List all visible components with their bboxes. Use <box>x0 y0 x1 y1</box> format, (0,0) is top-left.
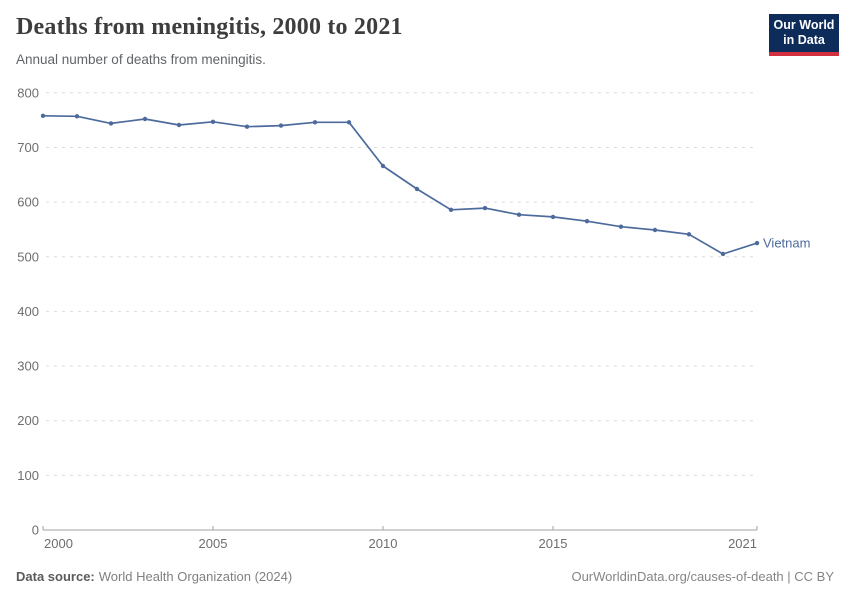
data-point <box>312 120 318 125</box>
data-point <box>754 240 760 246</box>
series-line <box>42 114 758 255</box>
chart-subtitle: Annual number of deaths from meningitis. <box>16 52 266 67</box>
data-point <box>720 251 726 257</box>
x-tick-label: 2015 <box>539 536 568 551</box>
y-tick-label: 700 <box>17 140 39 155</box>
data-point <box>618 224 624 229</box>
data-point <box>142 116 148 122</box>
data-point <box>40 113 46 119</box>
data-point <box>482 205 488 211</box>
x-tick-label: 2021 <box>728 536 757 551</box>
data-point <box>686 232 692 237</box>
y-tick-label: 600 <box>17 195 39 210</box>
owid-logo-red-bar <box>769 51 839 56</box>
y-tick-label: 800 <box>17 85 39 100</box>
y-tick-label: 200 <box>17 413 39 428</box>
data-point <box>584 219 590 224</box>
y-tick-label: 400 <box>17 304 39 319</box>
data-point <box>448 207 454 212</box>
data-point <box>278 123 284 128</box>
chart-footer: Data source: World Health Organization (2… <box>16 569 834 584</box>
x-tick-label: 2005 <box>199 536 228 551</box>
y-tick-label: 300 <box>17 359 39 374</box>
x-tick-label: 2010 <box>369 536 398 551</box>
data-point <box>74 114 80 119</box>
data-point <box>550 214 556 220</box>
y-tick-label: 500 <box>17 249 39 264</box>
data-point <box>516 212 522 217</box>
data-point <box>176 122 182 128</box>
data-point <box>414 186 420 192</box>
owid-logo-text: Our World in Data <box>769 14 839 52</box>
data-source-value: World Health Organization (2024) <box>98 569 293 584</box>
data-point <box>210 119 216 125</box>
x-tick-label: 2000 <box>44 536 73 551</box>
page-title: Deaths from meningitis, 2000 to 2021 <box>16 14 403 40</box>
y-tick-label: 0 <box>32 523 39 538</box>
attribution-link[interactable]: OurWorldinData.org/causes-of-death | CC … <box>571 569 834 584</box>
data-source-label: Data source: <box>16 569 95 584</box>
data-point <box>108 121 114 126</box>
data-point <box>244 124 250 129</box>
owid-logo[interactable]: Our World in Data <box>769 14 839 56</box>
data-point <box>346 120 352 125</box>
y-tick-label: 100 <box>17 468 39 483</box>
data-point <box>652 227 658 233</box>
data-point <box>380 163 386 169</box>
data-source: Data source: World Health Organization (2… <box>16 569 292 584</box>
series-end-label: Vietnam <box>763 236 810 251</box>
owid-logo-line1: Our World <box>773 18 835 32</box>
owid-logo-line2: in Data <box>783 33 825 48</box>
